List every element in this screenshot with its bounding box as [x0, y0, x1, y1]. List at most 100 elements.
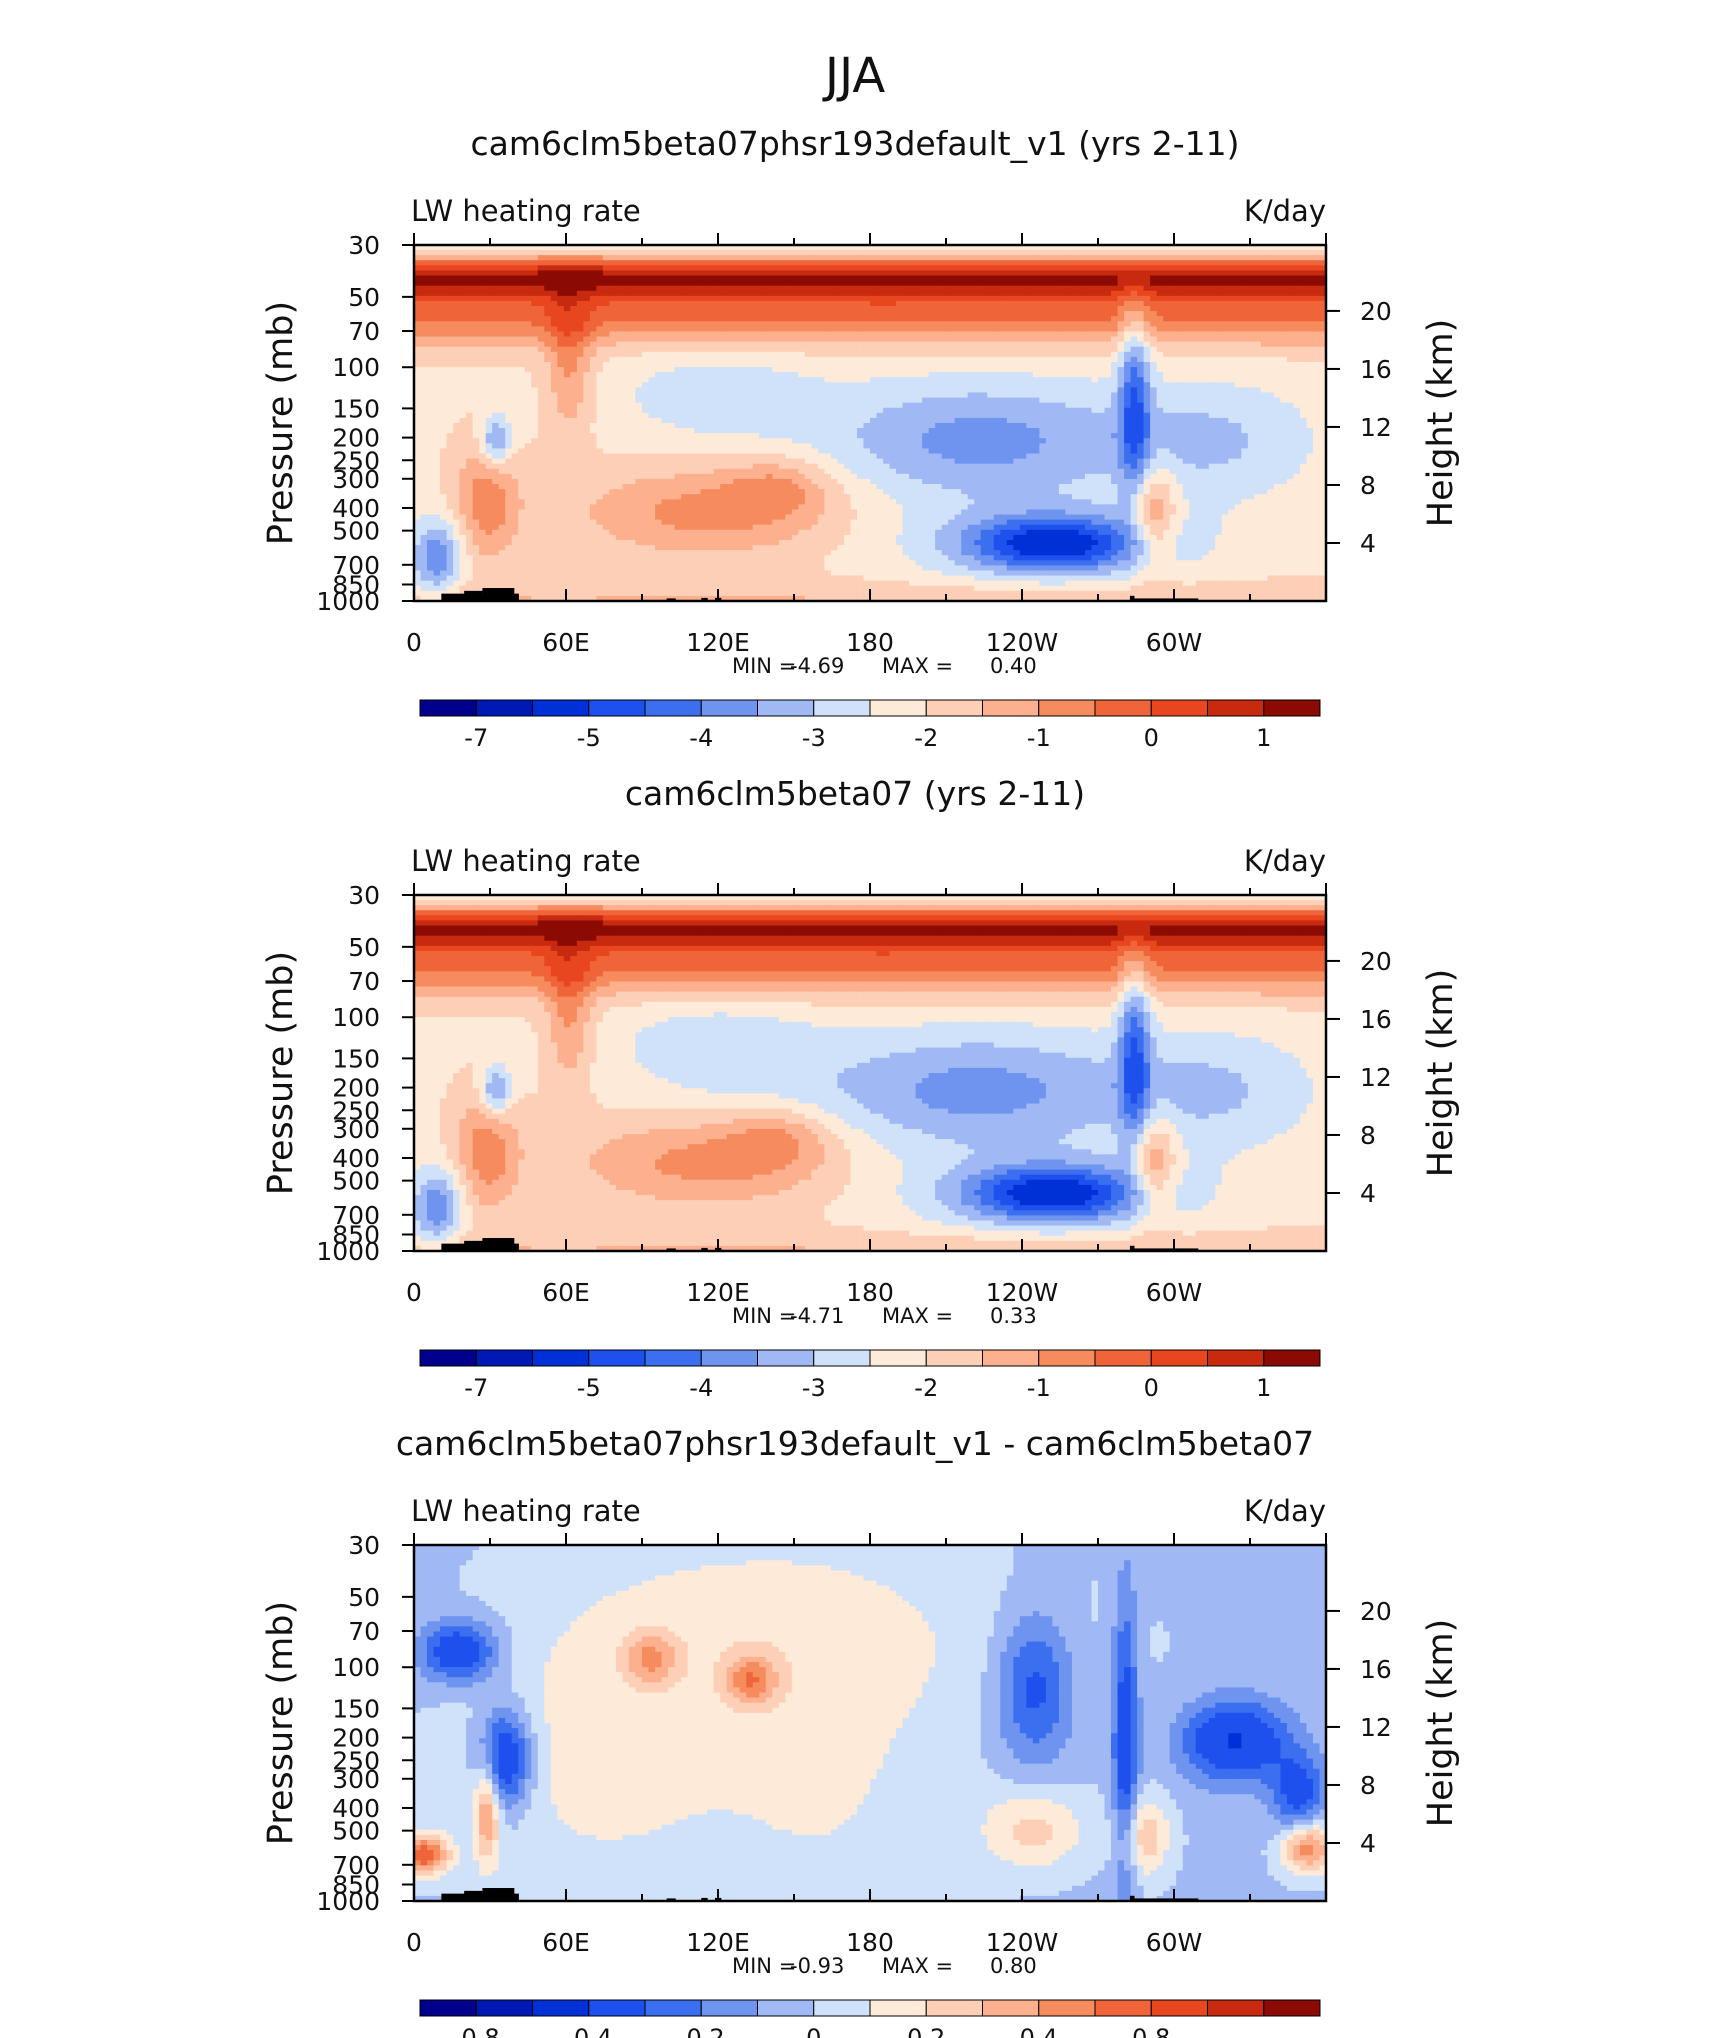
- field-cell: [896, 301, 903, 307]
- field-cell: [492, 260, 499, 266]
- field-cell: [1241, 418, 1248, 424]
- field-cell: [779, 255, 786, 261]
- field-cell: [857, 260, 864, 266]
- field-cell: [831, 342, 838, 348]
- field-cell: [1072, 326, 1079, 332]
- field-cell: [772, 377, 779, 383]
- field-cell: [1163, 260, 1170, 266]
- field-cell: [896, 311, 903, 317]
- field-cell: [473, 382, 480, 388]
- field-cell: [688, 296, 695, 302]
- field-cell: [1072, 331, 1079, 337]
- field-cell: [1222, 286, 1229, 292]
- field-cell: [746, 403, 753, 409]
- field-cell: [701, 337, 708, 343]
- field-cell: [466, 403, 473, 409]
- field-cell: [460, 413, 467, 419]
- field-cell: [1078, 331, 1085, 337]
- field-cell: [837, 337, 844, 343]
- field-cell: [1059, 377, 1066, 383]
- field-cell: [759, 372, 766, 378]
- field-cell: [1098, 276, 1105, 282]
- field-cell: [1176, 250, 1183, 256]
- field-cell: [785, 392, 792, 398]
- field-cell: [1313, 357, 1320, 363]
- field-cell: [603, 342, 610, 348]
- field-cell: [473, 403, 480, 409]
- field-cell: [675, 342, 682, 348]
- field-cell: [792, 301, 799, 307]
- field-cell: [1098, 347, 1105, 353]
- field-cell: [824, 337, 831, 343]
- field-cell: [831, 331, 838, 337]
- field-cell: [453, 347, 460, 353]
- field-cell: [1039, 270, 1046, 276]
- field-cell: [1163, 342, 1170, 348]
- field-cell: [1137, 270, 1144, 276]
- field-cell: [863, 255, 870, 261]
- field-cell: [564, 382, 571, 388]
- field-cell: [447, 347, 454, 353]
- field-cell: [746, 337, 753, 343]
- field-cell: [564, 331, 571, 337]
- field-cell: [805, 265, 812, 271]
- field-cell: [1020, 347, 1027, 353]
- field-cell: [1241, 372, 1248, 378]
- field-cell: [492, 377, 499, 383]
- field-cell: [577, 362, 584, 368]
- field-cell: [1222, 250, 1229, 256]
- field-cell: [577, 342, 584, 348]
- field-cell: [486, 316, 493, 322]
- field-cell: [837, 342, 844, 348]
- field-cell: [844, 367, 851, 373]
- field-cell: [505, 296, 512, 302]
- field-cell: [421, 352, 428, 358]
- field-cell: [1163, 326, 1170, 332]
- field-cell: [544, 413, 551, 419]
- field-cell: [1157, 362, 1164, 368]
- field-cell: [1085, 316, 1092, 322]
- field-cell: [968, 382, 975, 388]
- field-cell: [486, 270, 493, 276]
- field-cell: [935, 306, 942, 312]
- field-cell: [824, 281, 831, 287]
- field-cell: [922, 306, 929, 312]
- field-cell: [1157, 398, 1164, 404]
- field-cell: [1189, 352, 1196, 358]
- field-cell: [1111, 286, 1118, 292]
- field-cell: [850, 387, 857, 393]
- field-cell: [1228, 276, 1235, 282]
- field-cell: [1007, 265, 1014, 271]
- field-cell: [1228, 398, 1235, 404]
- field-cell: [551, 321, 558, 327]
- field-cell: [798, 296, 805, 302]
- field-cell: [1059, 321, 1066, 327]
- field-cell: [694, 250, 701, 256]
- field-cell: [1163, 276, 1170, 282]
- field-cell: [883, 377, 890, 383]
- field-cell: [1039, 392, 1046, 398]
- field-cell: [1033, 306, 1040, 312]
- field-cell: [525, 296, 532, 302]
- field-cell: [440, 326, 447, 332]
- field-cell: [824, 321, 831, 327]
- field-cell: [1137, 311, 1144, 317]
- field-cell: [1248, 291, 1255, 297]
- field-cell: [688, 392, 695, 398]
- field-cell: [1306, 372, 1313, 378]
- field-cell: [473, 326, 480, 332]
- field-cell: [1111, 418, 1118, 424]
- field-cell: [1026, 403, 1033, 409]
- field-cell: [942, 301, 949, 307]
- field-cell: [1020, 265, 1027, 271]
- field-cell: [577, 255, 584, 261]
- field-cell: [447, 367, 454, 373]
- field-cell: [570, 387, 577, 393]
- field-cell: [759, 281, 766, 287]
- field-cell: [512, 331, 519, 337]
- field-cell: [1300, 301, 1307, 307]
- field-cell: [1059, 276, 1066, 282]
- field-cell: [1215, 352, 1222, 358]
- field-cell: [942, 326, 949, 332]
- field-cell: [460, 408, 467, 414]
